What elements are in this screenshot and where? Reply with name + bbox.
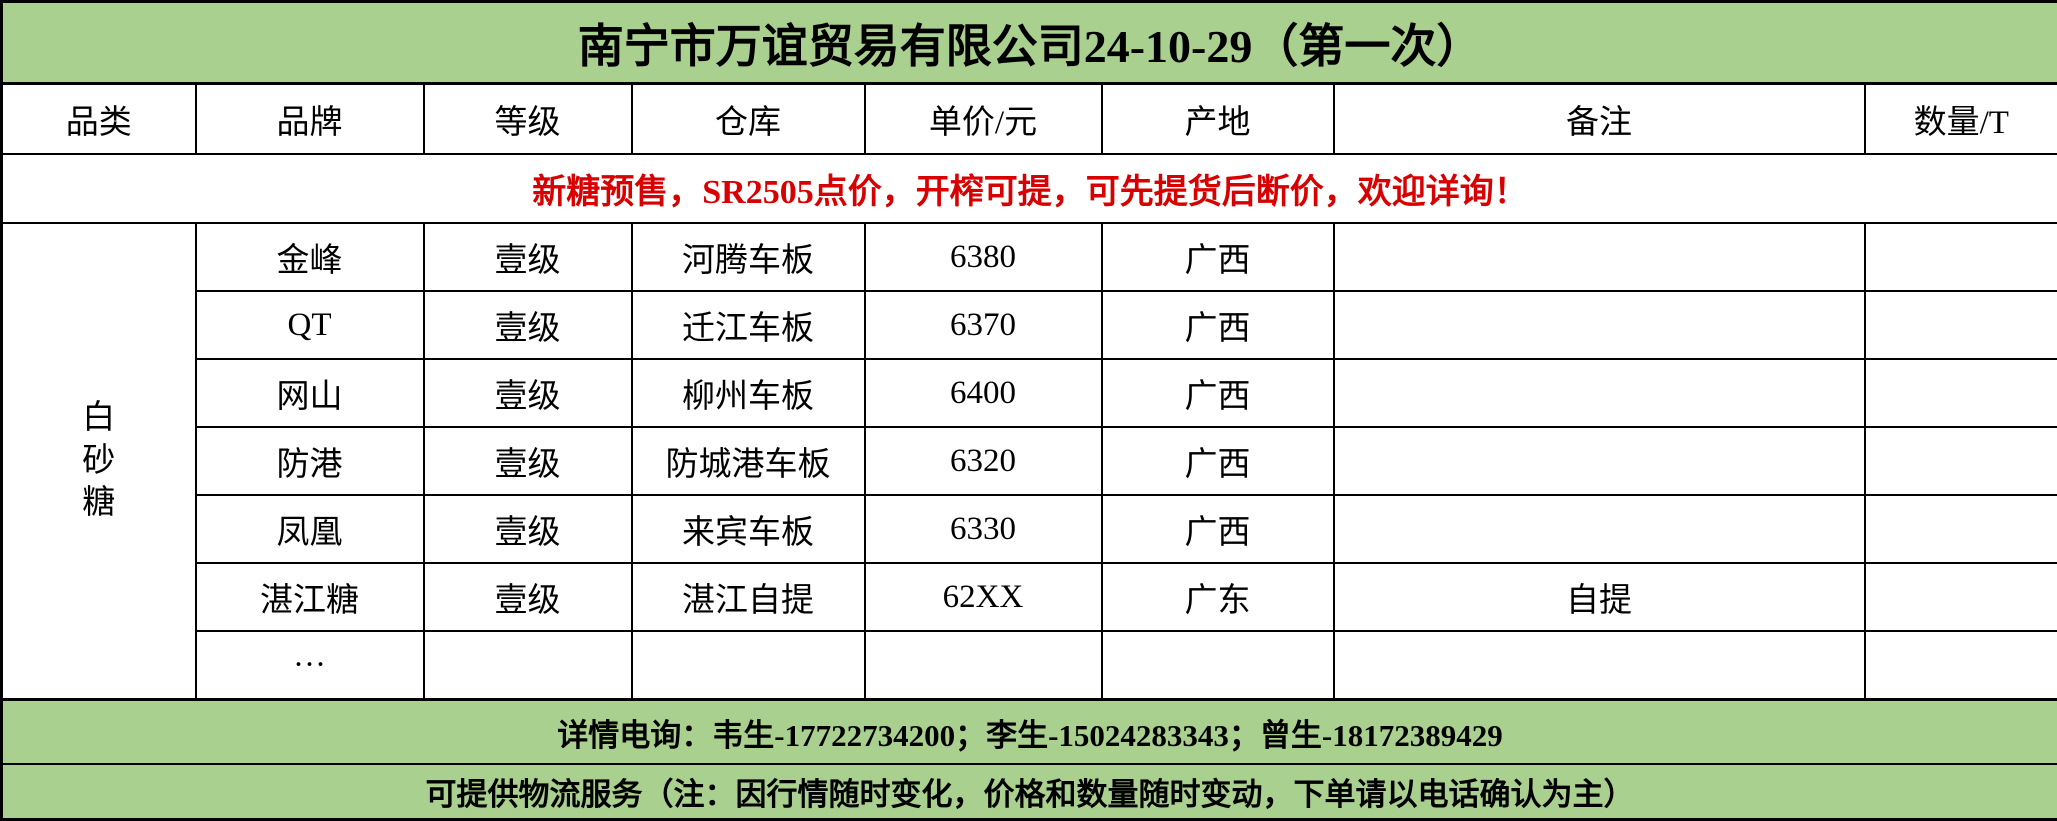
cell-origin: 广西 [1100, 494, 1335, 564]
category-cell-white-sugar: 白砂糖 [0, 222, 197, 701]
cell-quantity [1863, 290, 2057, 360]
cell-quantity [1863, 494, 2057, 564]
category-label: 白砂糖 [82, 399, 116, 522]
cell-grade: 壹级 [422, 358, 633, 428]
cell-note [1332, 358, 1866, 428]
col-header-category: 品类 [0, 82, 197, 155]
cell-grade: 壹级 [422, 562, 633, 632]
cell-brand: 凤凰 [194, 494, 425, 564]
cell-warehouse: 湛江自提 [630, 562, 866, 632]
cell-price: 62XX [863, 562, 1103, 632]
table-row: 凤凰 壹级 来宾车板 6330 广西 [2, 494, 2057, 564]
presale-notice-row: 新糖预售，SR2505点价，开榨可提，可先提货后断价，欢迎详询！ [0, 153, 2057, 224]
cell-grade: 壹级 [422, 494, 633, 564]
cell-note [1332, 494, 1866, 564]
column-header-row: 品类 品牌 等级 仓库 单价/元 产地 备注 数量/T [0, 82, 2057, 155]
cell-origin: 广西 [1100, 222, 1335, 292]
col-header-origin: 产地 [1100, 82, 1335, 155]
cell-brand: 网山 [194, 358, 425, 428]
table-row: ··· [2, 630, 2057, 701]
cell-origin [1100, 630, 1335, 701]
table-row: 防港 壹级 防城港车板 6320 广西 [2, 426, 2057, 496]
cell-warehouse: 迁江车板 [630, 290, 866, 360]
cell-note: 自提 [1332, 562, 1866, 632]
cell-price: 6370 [863, 290, 1103, 360]
col-header-quantity: 数量/T [1863, 82, 2057, 155]
cell-warehouse [630, 630, 866, 701]
cell-note [1332, 630, 1866, 701]
cell-brand: ··· [194, 630, 425, 701]
cell-quantity [1863, 426, 2057, 496]
cell-grade [422, 630, 633, 701]
cell-note [1332, 426, 1866, 496]
cell-brand: 湛江糖 [194, 562, 425, 632]
logistics-row: 可提供物流服务（注：因行情随时变化，价格和数量随时变动，下单请以电话确认为主） [0, 763, 2057, 821]
cell-quantity [1863, 222, 2057, 292]
col-header-grade: 等级 [422, 82, 633, 155]
col-header-price: 单价/元 [863, 82, 1103, 155]
contacts-text: 详情电询：韦生-17722734200；李生-15024283343；曾生-18… [0, 698, 2057, 765]
cell-price: 6330 [863, 494, 1103, 564]
table-row: 网山 壹级 柳州车板 6400 广西 [2, 358, 2057, 428]
cell-warehouse: 柳州车板 [630, 358, 866, 428]
cell-warehouse: 来宾车板 [630, 494, 866, 564]
cell-quantity [1863, 358, 2057, 428]
table-row: 湛江糖 壹级 湛江自提 62XX 广东 自提 [2, 562, 2057, 632]
cell-brand: 防港 [194, 426, 425, 496]
cell-price [863, 630, 1103, 701]
col-header-warehouse: 仓库 [630, 82, 866, 155]
cell-origin: 广西 [1100, 358, 1335, 428]
logistics-text: 可提供物流服务（注：因行情随时变化，价格和数量随时变动，下单请以电话确认为主） [0, 763, 2057, 821]
cell-quantity [1863, 630, 2057, 701]
cell-price: 6400 [863, 358, 1103, 428]
cell-price: 6380 [863, 222, 1103, 292]
cell-note [1332, 290, 1866, 360]
col-header-brand: 品牌 [194, 82, 425, 155]
cell-origin: 广东 [1100, 562, 1335, 632]
cell-quantity [1863, 562, 2057, 632]
table-row: QT 壹级 迁江车板 6370 广西 [2, 290, 2057, 360]
cell-brand: QT [194, 290, 425, 360]
cell-origin: 广西 [1100, 290, 1335, 360]
presale-notice-text: 新糖预售，SR2505点价，开榨可提，可先提货后断价，欢迎详询！ [0, 153, 2057, 224]
cell-note [1332, 222, 1866, 292]
cell-grade: 壹级 [422, 290, 633, 360]
cell-warehouse: 防城港车板 [630, 426, 866, 496]
page-title: 南宁市万谊贸易有限公司24-10-29（第一次） [0, 0, 2057, 85]
title-row: 南宁市万谊贸易有限公司24-10-29（第一次） [0, 0, 2057, 85]
cell-grade: 壹级 [422, 426, 633, 496]
cell-price: 6320 [863, 426, 1103, 496]
col-header-note: 备注 [1332, 82, 1866, 155]
table-row: 白砂糖 金峰 壹级 河腾车板 6380 广西 [0, 222, 2057, 701]
cell-brand: 金峰 [194, 222, 425, 292]
cell-origin: 广西 [1100, 426, 1335, 496]
cell-warehouse: 河腾车板 [630, 222, 866, 292]
cell-grade: 壹级 [422, 222, 633, 292]
contacts-row: 详情电询：韦生-17722734200；李生-15024283343；曾生-18… [0, 698, 2057, 765]
